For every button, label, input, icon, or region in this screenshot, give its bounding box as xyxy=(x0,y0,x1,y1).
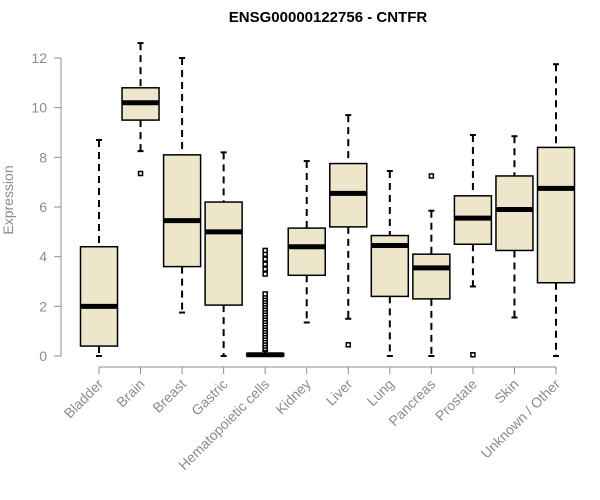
box-prostate xyxy=(453,133,493,358)
box-iqr xyxy=(204,201,243,306)
y-tick-label: 12 xyxy=(31,50,47,66)
x-tick-label: Lung xyxy=(364,376,397,409)
box-iqr xyxy=(287,227,326,277)
x-tick-label: Unknown / Other xyxy=(478,376,564,462)
box-iqr xyxy=(412,253,451,300)
outlier-point xyxy=(262,271,268,277)
box-bladder xyxy=(79,138,119,357)
outlier-point xyxy=(262,291,268,297)
box-brain xyxy=(121,42,160,177)
x-tick-label: Bladder xyxy=(61,376,107,422)
outlier-point xyxy=(262,256,268,262)
y-tick-label: 4 xyxy=(39,249,47,265)
box-iqr xyxy=(79,245,119,347)
x-tick-label: Breast xyxy=(149,376,189,416)
x-tick-label: Skin xyxy=(491,376,522,407)
outlier-point xyxy=(262,266,268,272)
x-tick-label: Kidney xyxy=(272,376,314,418)
y-tick-label: 6 xyxy=(39,199,47,215)
box-iqr xyxy=(495,175,534,252)
box-breast xyxy=(162,57,202,314)
y-tick-label: 8 xyxy=(39,149,47,165)
outlier-point xyxy=(262,261,268,267)
box-gastric xyxy=(204,151,243,357)
y-tick-label: 2 xyxy=(39,298,47,314)
y-axis-label: Expression xyxy=(0,165,16,234)
box-lung xyxy=(370,169,410,357)
box-liver xyxy=(329,114,368,348)
x-tick-label: Prostate xyxy=(432,376,480,424)
box-iqr xyxy=(536,146,576,284)
box-pancreas xyxy=(412,173,451,357)
outlier-point xyxy=(137,170,144,177)
x-tick-label: Liver xyxy=(323,376,356,409)
x-tick-label: Brain xyxy=(113,376,147,410)
outlier-point xyxy=(470,352,476,358)
chart-title: ENSG00000122756 - CNTFR xyxy=(229,9,428,26)
boxes xyxy=(79,42,576,358)
outlier-point xyxy=(428,173,435,179)
box-skin xyxy=(495,135,534,319)
box-kidney xyxy=(287,160,326,324)
outlier-point xyxy=(345,342,352,348)
outlier-point xyxy=(262,247,268,254)
box-unknown-other xyxy=(536,63,576,357)
y-tick-label: 10 xyxy=(31,100,47,116)
y-tick-label: 0 xyxy=(39,348,47,364)
box-hematopoietic-cells xyxy=(245,247,285,358)
box-iqr xyxy=(162,154,202,268)
